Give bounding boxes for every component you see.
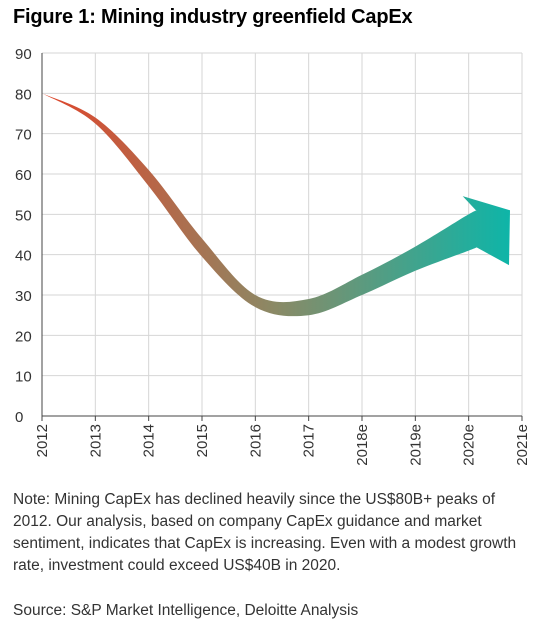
- y-tick-label: 30: [15, 288, 32, 305]
- source-text: Source: S&P Market Intelligence, Deloitt…: [13, 602, 359, 619]
- x-tick-label: 2019e: [407, 424, 424, 466]
- y-tick-label: 60: [15, 167, 32, 184]
- y-tick-label: 50: [15, 207, 32, 224]
- x-tick-label: 2020e: [461, 424, 478, 466]
- y-tick-label: 20: [15, 328, 32, 345]
- x-tick-labels: 2012 2013 2014 2015 2016 2017 2018e 2019e 2020e 2…: [34, 424, 531, 466]
- x-tick-label: 2014: [141, 424, 158, 457]
- y-tick-label: 0: [15, 409, 23, 426]
- chart: 0 10 20 30 40 50 60 70 80 90 2012 2013 2014 2015 2016…: [15, 46, 531, 466]
- y-tick-labels: 0 10 20 30 40 50 60 70 80 90: [15, 46, 32, 426]
- x-tick-label: 2021e: [514, 424, 531, 466]
- note-text: Note: Mining CapEx has declined heavily …: [13, 491, 517, 574]
- series: [42, 93, 510, 317]
- x-tick-label: 2013: [87, 424, 104, 457]
- y-tick-label: 40: [15, 248, 32, 265]
- axes: [41, 53, 523, 421]
- x-tick-label: 2015: [194, 424, 211, 457]
- grid: [42, 52, 523, 416]
- x-tick-label: 2016: [247, 424, 264, 457]
- y-tick-label: 90: [15, 46, 32, 63]
- y-tick-label: 80: [15, 86, 32, 103]
- y-tick-label: 10: [15, 369, 32, 386]
- y-tick-label: 70: [15, 127, 32, 144]
- trend-arrow-band: [42, 93, 510, 317]
- x-tick-label: 2012: [34, 424, 51, 457]
- x-tick-label: 2018e: [354, 424, 371, 466]
- x-tick-label: 2017: [301, 424, 318, 457]
- figure-title: Figure 1: Mining industry greenfield Cap…: [13, 6, 413, 28]
